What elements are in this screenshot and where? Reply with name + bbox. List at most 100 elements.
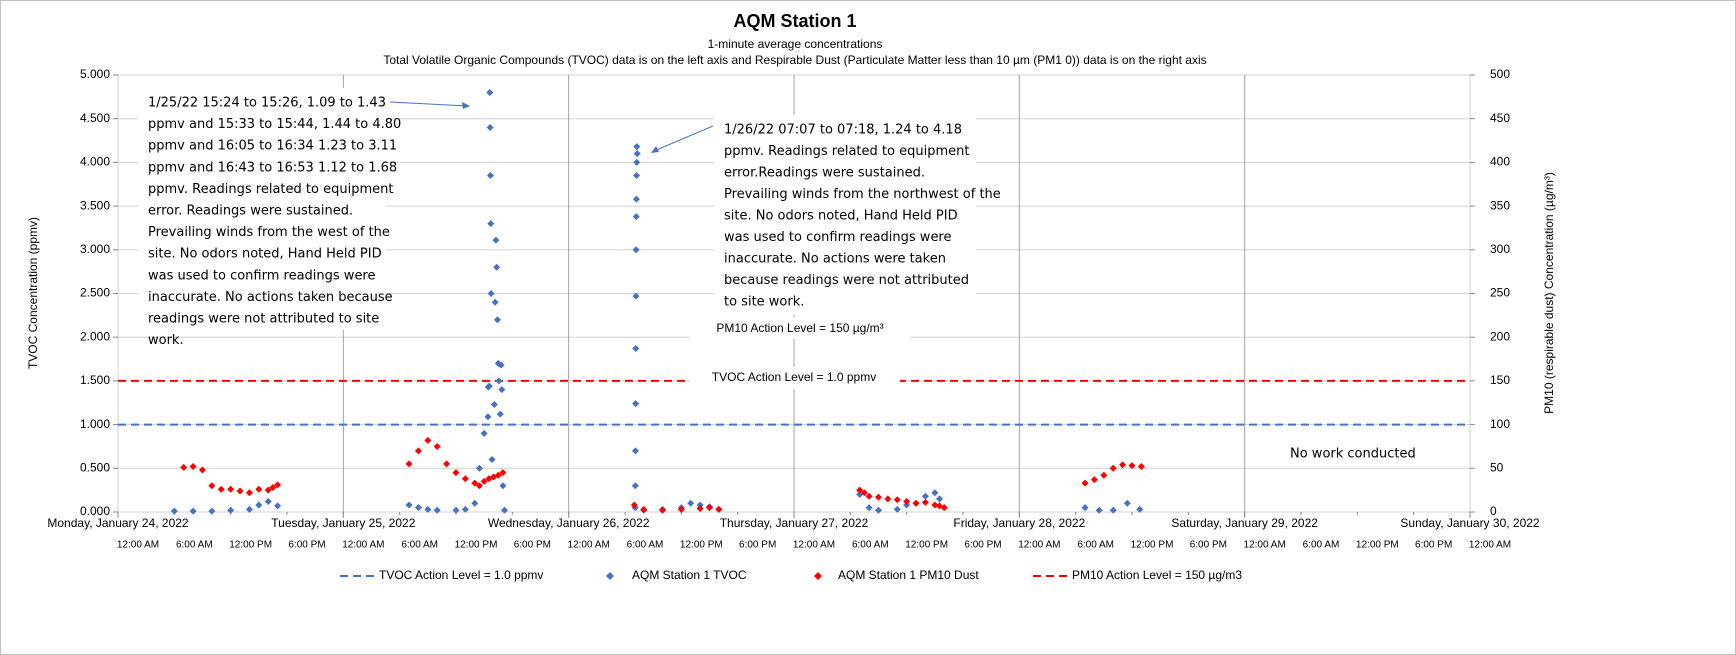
- point: [499, 469, 507, 477]
- point: [264, 486, 272, 494]
- y2-tick-label: 500: [1490, 67, 1510, 81]
- point: [940, 504, 948, 512]
- x-minor-tick-label: 6:00 AM: [852, 540, 889, 551]
- point: [893, 505, 901, 513]
- y-tick-label: 2.500: [80, 286, 110, 300]
- annotation-text: ppmv. Readings related to equipment: [148, 182, 393, 197]
- point: [405, 460, 413, 468]
- annotation-text: site. No odors noted, Hand Held PID: [724, 209, 958, 224]
- point: [1109, 464, 1117, 472]
- legend-swatch: [814, 572, 822, 580]
- point: [461, 505, 469, 513]
- point: [921, 498, 929, 506]
- point: [433, 442, 441, 450]
- x-minor-tick-label: 12:00 PM: [455, 540, 498, 551]
- point: [931, 489, 939, 497]
- point: [633, 143, 641, 151]
- x-minor-tick-label: 6:00 AM: [1077, 540, 1114, 551]
- point: [424, 436, 432, 444]
- x-minor-tick-label: 6:00 AM: [1303, 540, 1340, 551]
- y-axis-label: TVOC Concentration (ppmv): [26, 217, 40, 369]
- annotation-text: ppmv and 15:33 to 15:44, 1.44 to 4.80: [148, 117, 401, 132]
- point: [492, 236, 500, 244]
- point: [480, 477, 488, 485]
- point: [274, 481, 282, 489]
- point: [208, 482, 216, 490]
- x-minor-tick-label: 12:00 PM: [680, 540, 723, 551]
- point: [414, 447, 422, 455]
- y-tick-label: 1.500: [80, 373, 110, 387]
- annotation-text: site. No odors noted, Hand Held PID: [148, 247, 382, 262]
- point: [269, 484, 277, 492]
- point: [856, 486, 864, 494]
- y2-tick-label: 250: [1490, 286, 1510, 300]
- point: [485, 382, 493, 390]
- point: [491, 298, 499, 306]
- point: [488, 456, 496, 464]
- x-tick-label: Tuesday, January 25, 2022: [271, 516, 415, 530]
- legend-label: PM10 Action Level = 150 µg/m3: [1072, 568, 1242, 582]
- x-minor-tick-label: 6:00 PM: [964, 540, 1001, 551]
- point: [499, 482, 507, 490]
- x-minor-tick-label: 12:00 AM: [1469, 540, 1511, 551]
- point: [633, 172, 641, 180]
- point: [475, 464, 483, 472]
- y2-tick-label: 200: [1490, 329, 1510, 343]
- point: [632, 246, 640, 254]
- point: [640, 505, 648, 513]
- point: [631, 447, 639, 455]
- point: [199, 466, 206, 474]
- annotation-text: No work conducted: [1290, 447, 1416, 462]
- point: [1123, 499, 1131, 507]
- point: [424, 505, 432, 513]
- point: [1100, 471, 1108, 479]
- point: [255, 501, 263, 509]
- x-tick-label: Thursday, January 27, 2022: [720, 516, 869, 530]
- y-tick-label: 5.000: [80, 67, 110, 81]
- point: [236, 487, 244, 495]
- point: [414, 504, 422, 512]
- point: [452, 469, 460, 477]
- y2-tick-label: 350: [1490, 198, 1510, 212]
- point: [493, 316, 501, 324]
- annotation-text: 1/25/22 15:24 to 15:26, 1.09 to 1.43: [148, 96, 386, 111]
- x-minor-tick-label: 12:00 AM: [1018, 540, 1060, 551]
- y-tick-label: 1.000: [80, 417, 110, 431]
- annotation-box: [138, 88, 386, 330]
- annotation-text: to site work.: [724, 295, 804, 310]
- point: [170, 507, 178, 515]
- point: [496, 410, 504, 418]
- point: [860, 489, 868, 497]
- annotation-text: error.Readings were sustained.: [724, 166, 925, 181]
- point: [180, 463, 188, 471]
- legend-label: AQM Station 1 PM10 Dust: [838, 568, 979, 582]
- annotation-text: ppmv and 16:43 to 16:53 1.12 to 1.68: [148, 160, 397, 175]
- label-box: [690, 317, 910, 339]
- point: [484, 413, 492, 421]
- point: [245, 505, 253, 513]
- annotation-text: 1/26/22 07:07 to 07:18, 1.24 to 4.18: [724, 123, 962, 138]
- point: [493, 263, 501, 271]
- legend-label: TVOC Action Level = 1.0 ppmv: [379, 568, 543, 582]
- point: [884, 495, 892, 503]
- y-tick-label: 4.000: [80, 155, 110, 169]
- point: [189, 507, 197, 515]
- x-minor-tick-label: 6:00 PM: [514, 540, 551, 551]
- point: [875, 493, 882, 501]
- annotation-text: inaccurate. No actions taken because: [148, 290, 393, 305]
- point: [706, 504, 713, 512]
- annotation-text: ppmv. Readings related to equipment: [724, 144, 969, 159]
- annotation-text: ppmv and 16:05 to 16:34 1.23 to 3.11: [148, 139, 397, 154]
- x-minor-tick-label: 12:00 PM: [1131, 540, 1174, 551]
- y2-tick-label: 0: [1490, 504, 1497, 518]
- arrow-head: [651, 146, 659, 153]
- y-tick-label: 3.500: [80, 198, 110, 212]
- point: [631, 482, 639, 490]
- point: [696, 505, 704, 513]
- annotation-text: was used to confirm readings were: [148, 268, 376, 283]
- point: [490, 400, 498, 408]
- x-minor-tick-label: 6:00 AM: [627, 540, 664, 551]
- y2-tick-label: 100: [1490, 417, 1510, 431]
- x-minor-tick-label: 12:00 AM: [793, 540, 835, 551]
